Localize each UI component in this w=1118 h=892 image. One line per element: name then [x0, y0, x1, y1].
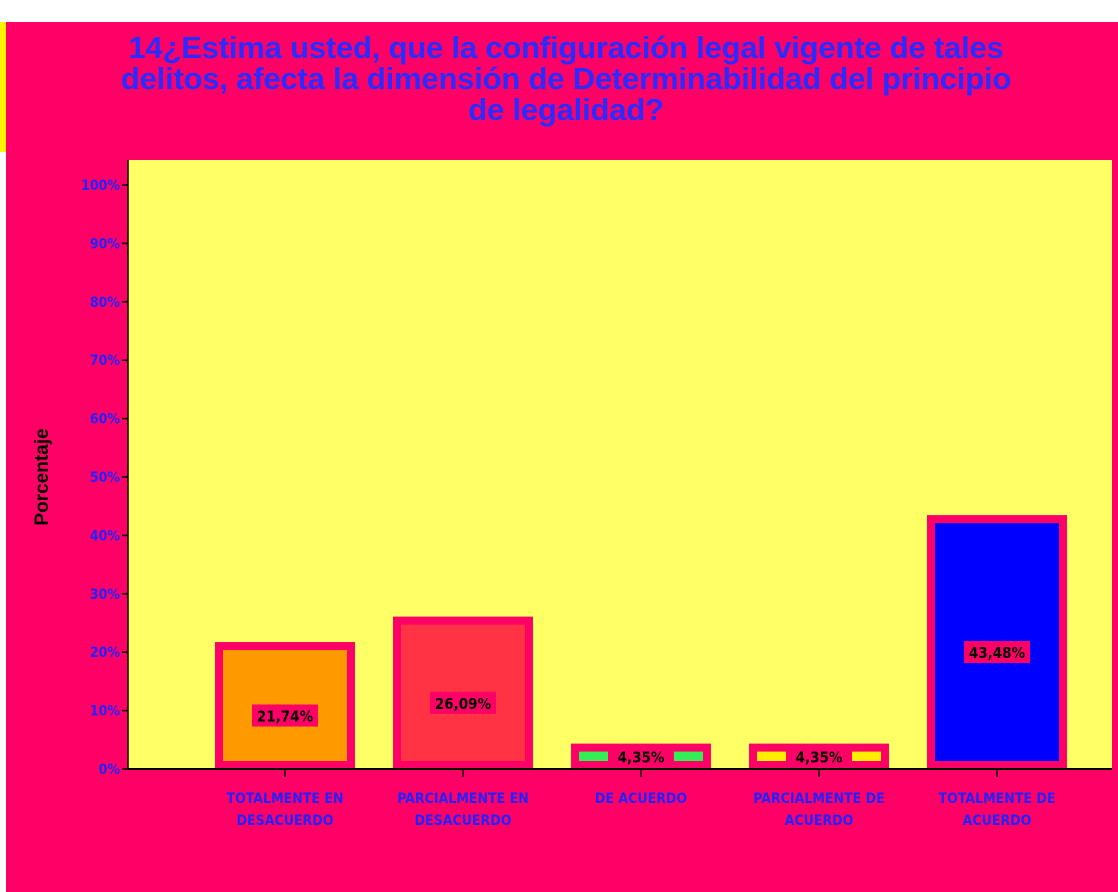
value-label-box	[252, 704, 318, 727]
chart-title: 14¿Estima usted, que la configuración le…	[14, 32, 1118, 125]
y-tick-label: 20%	[90, 645, 121, 661]
bar-group: 43,48%	[927, 515, 1067, 769]
x-tick-label: TOTALMENTE DE	[939, 791, 1056, 807]
x-tick-label: ACUERDO	[785, 813, 854, 829]
y-tick-label: 80%	[90, 295, 121, 311]
chart-title-banner: 14¿Estima usted, que la configuración le…	[0, 22, 1118, 152]
y-tick-label: 70%	[90, 353, 121, 369]
bar-group: 26,09%	[393, 616, 533, 769]
chart-title-line: de legalidad?	[468, 92, 664, 127]
y-tick-label: 0%	[99, 762, 121, 778]
y-tick-label: 100%	[81, 178, 120, 194]
chart-title-line: 14¿Estima usted, que la configuración le…	[128, 30, 1004, 65]
value-label: 4,35%	[796, 748, 843, 766]
value-label: 26,09%	[435, 695, 492, 713]
chart-frame: Porcentaje 0% 10% 20% 30% 40% 50% 60% 70% 80% 90% 1…	[6, 152, 1118, 892]
x-tick-label: PARCIALMENTE DE	[753, 791, 884, 807]
x-tick-label: PARCIALMENTE EN	[397, 791, 529, 807]
x-tick-label: DE ACUERDO	[595, 791, 687, 807]
y-tick-label: 90%	[90, 236, 121, 252]
bar-chart: Porcentaje 0% 10% 20% 30% 40% 50% 60% 70% 80% 90% 1…	[6, 152, 1118, 892]
value-label-box	[430, 691, 496, 714]
bar-group: 4,35%	[571, 743, 711, 769]
bar-group: 21,74%	[215, 642, 355, 769]
y-axis-label: Porcentaje	[32, 428, 53, 525]
y-tick-label: 40%	[90, 528, 121, 544]
value-label-box	[608, 745, 674, 768]
x-tick-label: DESACUERDO	[415, 813, 512, 829]
value-label: 4,35%	[618, 748, 665, 766]
value-label-box	[964, 641, 1030, 664]
x-tick-label: ACUERDO	[963, 813, 1032, 829]
value-label: 43,48%	[969, 644, 1026, 662]
x-tick-label: TOTALMENTE EN	[227, 791, 344, 807]
x-tick-label: DESACUERDO	[237, 813, 334, 829]
value-label: 21,74%	[257, 708, 314, 726]
y-tick-label: 50%	[90, 470, 121, 486]
y-tick-label: 10%	[90, 704, 121, 720]
bar-group: 4,35%	[749, 743, 889, 769]
chart-title-line: delitos, afecta la dimensión de Determin…	[120, 61, 1012, 96]
y-tick-label: 60%	[90, 412, 121, 428]
y-tick-label: 30%	[90, 587, 121, 603]
value-label-box	[786, 745, 852, 768]
